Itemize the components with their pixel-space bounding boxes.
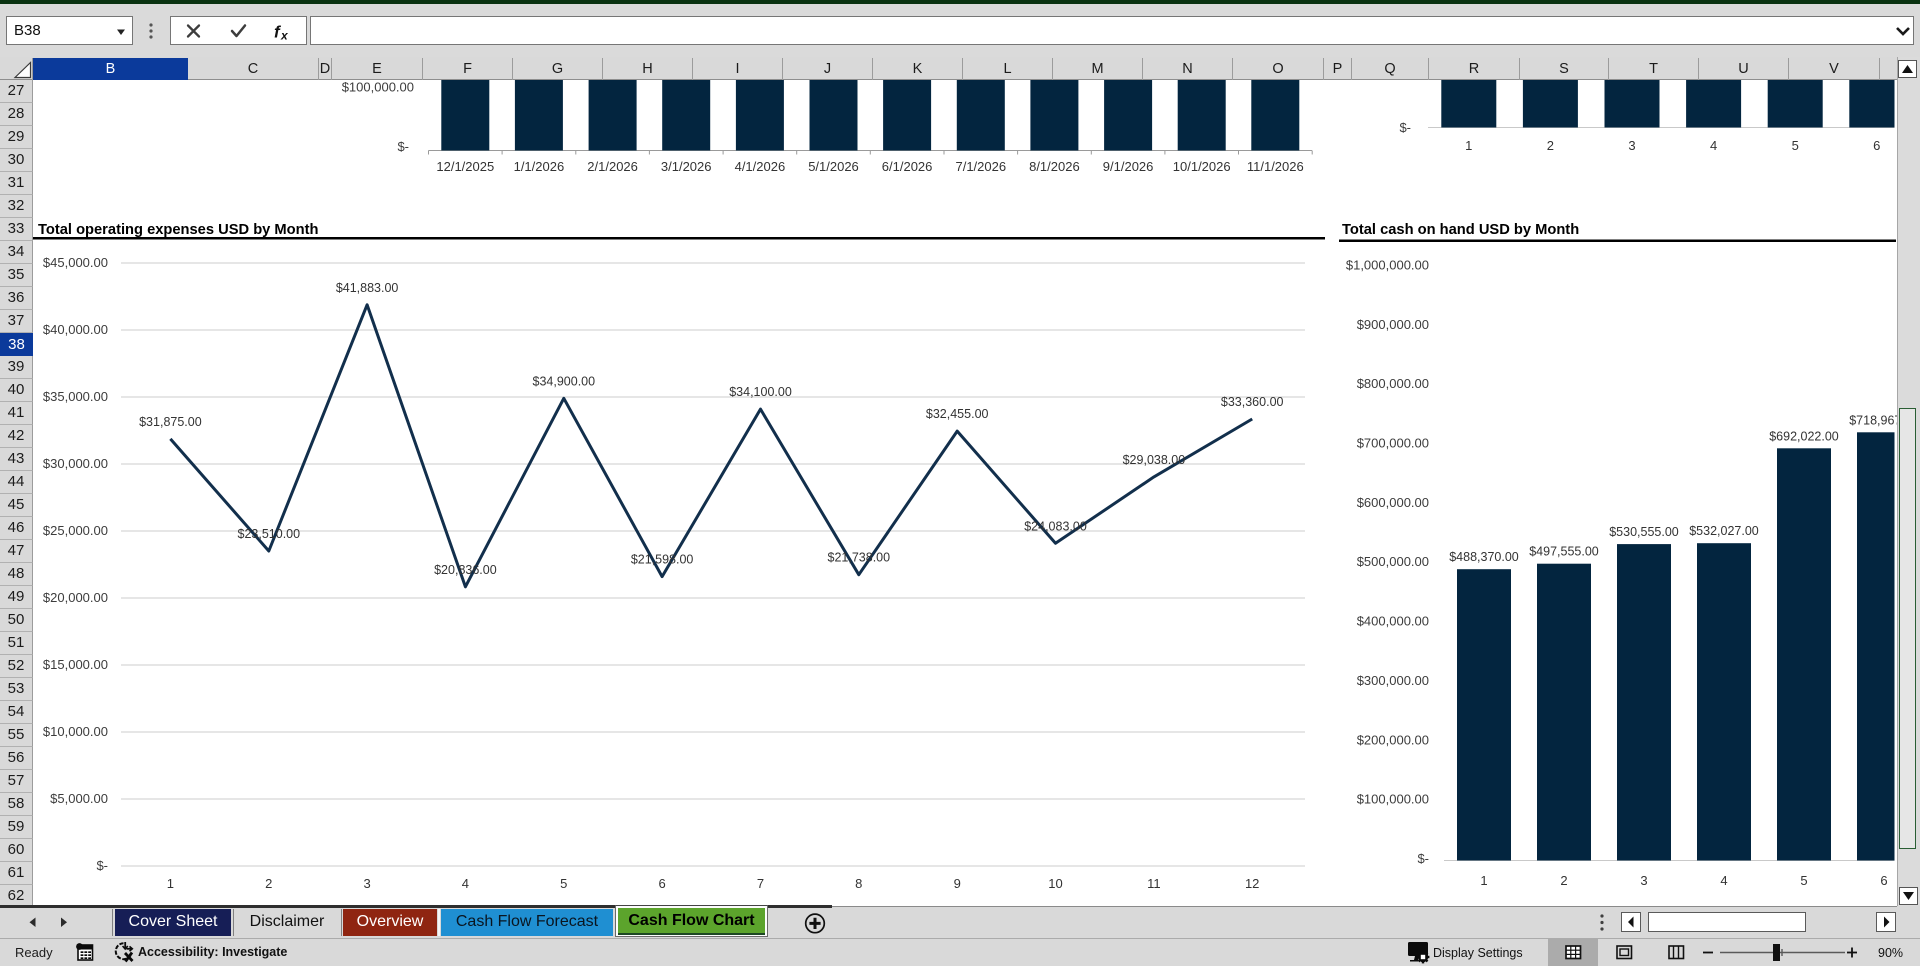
- svg-text:$1,000,000.00: $1,000,000.00: [1346, 258, 1429, 273]
- svg-text:$700,000.00: $700,000.00: [1357, 436, 1429, 451]
- svg-text:5: 5: [1800, 873, 1807, 888]
- svg-text:$497,555.00: $497,555.00: [1529, 545, 1599, 559]
- svg-text:3: 3: [1628, 138, 1635, 153]
- svg-text:11/1/2026: 11/1/2026: [1247, 159, 1304, 174]
- svg-text:8: 8: [855, 876, 862, 891]
- svg-text:12: 12: [1245, 876, 1259, 891]
- svg-text:7/1/2026: 7/1/2026: [955, 159, 1006, 174]
- svg-text:$500,000.00: $500,000.00: [1357, 554, 1429, 569]
- svg-text:1: 1: [167, 876, 174, 891]
- svg-text:$532,027.00: $532,027.00: [1689, 524, 1759, 538]
- svg-text:6: 6: [1880, 873, 1887, 888]
- svg-text:$300,000.00: $300,000.00: [1357, 673, 1429, 688]
- svg-text:$41,883.00: $41,883.00: [336, 281, 399, 295]
- svg-text:$718,967.00: $718,967.00: [1849, 413, 1897, 427]
- svg-text:5/1/2026: 5/1/2026: [808, 159, 859, 174]
- svg-text:$600,000.00: $600,000.00: [1357, 495, 1429, 510]
- svg-text:$5,000.00: $5,000.00: [50, 791, 108, 806]
- svg-text:12/1/2025: 12/1/2025: [436, 159, 494, 174]
- svg-text:$34,100.00: $34,100.00: [729, 385, 792, 399]
- svg-text:$692,022.00: $692,022.00: [1769, 429, 1839, 443]
- svg-text:$400,000.00: $400,000.00: [1357, 614, 1429, 629]
- svg-text:$24,083.00: $24,083.00: [1024, 519, 1087, 533]
- svg-text:10/1/2026: 10/1/2026: [1173, 159, 1231, 174]
- svg-text:1: 1: [1465, 138, 1472, 153]
- svg-text:$20,836.00: $20,836.00: [434, 563, 497, 577]
- svg-text:$23,510.00: $23,510.00: [238, 527, 301, 541]
- svg-text:x: x: [280, 29, 289, 43]
- svg-text:2: 2: [1547, 138, 1554, 153]
- svg-text:4: 4: [1720, 873, 1727, 888]
- svg-text:6/1/2026: 6/1/2026: [882, 159, 933, 174]
- svg-text:$35,000.00: $35,000.00: [43, 389, 108, 404]
- svg-text:$200,000.00: $200,000.00: [1357, 732, 1429, 747]
- svg-text:$30,000.00: $30,000.00: [43, 456, 108, 471]
- svg-text:$32,455.00: $32,455.00: [926, 407, 989, 421]
- svg-text:9: 9: [954, 876, 961, 891]
- svg-text:$800,000.00: $800,000.00: [1357, 376, 1429, 391]
- svg-text:Total operating expenses USD b: Total operating expenses USD by Month: [38, 222, 318, 238]
- svg-text:3: 3: [363, 876, 370, 891]
- svg-text:11: 11: [1147, 876, 1161, 891]
- svg-text:$530,555.00: $530,555.00: [1609, 525, 1679, 539]
- svg-text:10: 10: [1048, 876, 1062, 891]
- svg-text:1/1/2026: 1/1/2026: [514, 159, 565, 174]
- svg-text:4: 4: [462, 876, 469, 891]
- svg-text:3: 3: [1640, 873, 1647, 888]
- svg-text:f: f: [274, 23, 282, 42]
- svg-text:$100,000.00: $100,000.00: [1357, 792, 1429, 807]
- svg-text:$29,038.00: $29,038.00: [1123, 453, 1186, 467]
- svg-text:2: 2: [1560, 873, 1567, 888]
- svg-text:$25,000.00: $25,000.00: [43, 523, 108, 538]
- svg-text:3/1/2026: 3/1/2026: [661, 159, 712, 174]
- svg-text:$488,370.00: $488,370.00: [1449, 550, 1519, 564]
- svg-text:$-: $-: [397, 139, 409, 154]
- svg-text:$20,000.00: $20,000.00: [43, 590, 108, 605]
- svg-text:$900,000.00: $900,000.00: [1357, 317, 1429, 332]
- svg-text:5: 5: [560, 876, 567, 891]
- svg-text:8/1/2026: 8/1/2026: [1029, 159, 1080, 174]
- svg-text:$31,875.00: $31,875.00: [139, 415, 202, 429]
- svg-text:$15,000.00: $15,000.00: [43, 657, 108, 672]
- svg-text:5: 5: [1792, 138, 1799, 153]
- svg-text:$100,000.00: $100,000.00: [342, 80, 414, 95]
- svg-text:4/1/2026: 4/1/2026: [735, 159, 786, 174]
- svg-text:$10,000.00: $10,000.00: [43, 724, 108, 739]
- svg-text:6: 6: [1873, 138, 1880, 153]
- svg-text:9/1/2026: 9/1/2026: [1103, 159, 1154, 174]
- svg-text:$-: $-: [1399, 120, 1411, 135]
- svg-text:$-: $-: [96, 858, 108, 873]
- svg-text:2/1/2026: 2/1/2026: [587, 159, 638, 174]
- svg-text:Total cash on hand USD by Mont: Total cash on hand USD by Month: [1342, 222, 1579, 238]
- svg-text:$21,598.00: $21,598.00: [631, 553, 694, 567]
- svg-text:4: 4: [1710, 138, 1717, 153]
- svg-text:$45,000.00: $45,000.00: [43, 255, 108, 270]
- svg-text:$21,738.00: $21,738.00: [828, 551, 891, 565]
- svg-text:$33,360.00: $33,360.00: [1221, 395, 1284, 409]
- svg-text:6: 6: [658, 876, 665, 891]
- svg-text:2: 2: [265, 876, 272, 891]
- svg-text:7: 7: [757, 876, 764, 891]
- svg-text:$40,000.00: $40,000.00: [43, 322, 108, 337]
- svg-text:$34,900.00: $34,900.00: [533, 374, 596, 388]
- svg-text:1: 1: [1480, 873, 1487, 888]
- svg-text:$-: $-: [1417, 851, 1429, 866]
